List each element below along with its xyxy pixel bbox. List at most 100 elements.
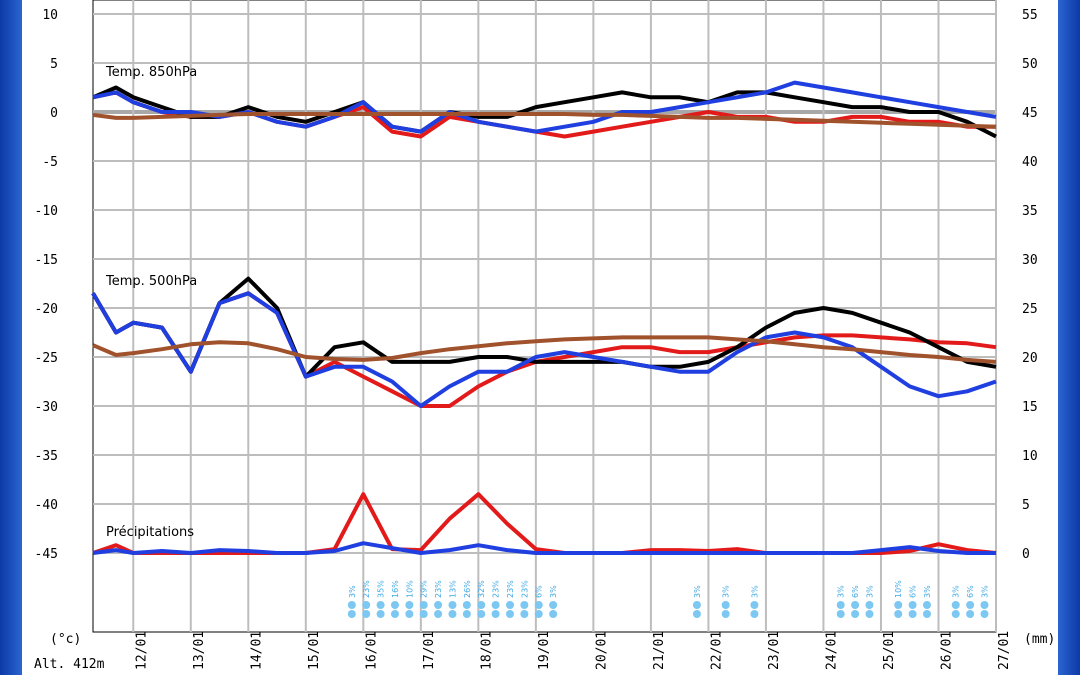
snowflake-icon [405,601,414,609]
snow-probability-label: 23% [434,580,443,598]
snowflake-icon [549,601,558,609]
snow-probability-label: 3% [837,585,846,598]
snowflake-icon [376,610,385,618]
x-date-label: 15/01 [307,631,322,670]
right-tick-label: 5 [1022,498,1030,513]
x-date-label: 23/01 [767,631,782,670]
snow-probability-label: 23% [506,580,515,598]
snow-probability-label: 23% [520,580,529,598]
x-date-label: 24/01 [824,631,839,670]
snow-probability-label: 6% [966,585,975,598]
snowflake-icon [922,610,931,618]
right-tick-label: 40 [1022,155,1038,170]
snow-probability-label: 3% [348,585,357,598]
snowflake-icon [434,601,443,609]
snowflake-icon [922,601,931,609]
snow-probability-label: 35% [377,580,386,598]
left-tick-label: -20 [35,302,58,317]
panel-title-850: Temp. 850hPa [105,65,197,80]
left-tick-label: -25 [35,351,58,366]
snowflake-icon [390,610,399,618]
snowflake-icon [534,601,543,609]
snowflake-icon [980,601,989,609]
x-date-label: 25/01 [882,631,897,670]
panel-title-precip: Précipitations [106,525,194,540]
right-tick-label: 15 [1022,400,1038,415]
snowflake-icon [951,610,960,618]
snowflake-icon [362,601,371,609]
snow-probability-label: 29% [420,580,429,598]
x-date-label: 17/01 [422,631,437,670]
snow-probability-label: 6% [909,585,918,598]
left-tick-label: 5 [50,57,58,72]
snow-probability-label: 6% [851,585,860,598]
left-tick-label: -45 [35,547,58,562]
x-date-label: 12/01 [134,631,149,670]
snowflake-icon [692,610,701,618]
x-date-label: 20/01 [594,631,609,670]
snowflake-icon [405,610,414,618]
snowflake-icon [865,601,874,609]
snowflake-icon [750,610,759,618]
snowflake-icon [894,610,903,618]
snow-probability-label: 10% [894,580,903,598]
left-tick-label: 0 [50,106,58,121]
snowflake-icon [549,610,558,618]
snowflake-icon [951,601,960,609]
left-tick-label: -40 [35,498,58,513]
snowflake-icon [477,610,486,618]
snowflake-icon [836,601,845,609]
series-line [92,112,997,129]
right-tick-label: 20 [1022,351,1038,366]
snowflake-icon [347,601,356,609]
snow-probability-label: 26% [463,580,472,598]
right-tick-label: 35 [1022,204,1038,219]
snowflake-icon [419,601,428,609]
snow-probability-label: 3% [750,585,759,598]
right-tick-label: 55 [1022,8,1038,23]
snowflake-icon [966,610,975,618]
snowflake-icon [534,610,543,618]
snowflake-icon [505,610,514,618]
left-tick-label: -35 [35,449,58,464]
snowflake-icon [448,610,457,618]
snowflake-icon [362,610,371,618]
snow-probability-label: 3% [923,585,932,598]
snowflake-icon [347,610,356,618]
snow-probability-label: 32% [477,580,486,598]
snowflake-icon [980,610,989,618]
snowflake-icon [491,610,500,618]
series-line [92,541,996,555]
right-tick-label: 25 [1022,302,1038,317]
right-axis-unit: (mm) [1024,632,1055,647]
snowflake-icon [908,610,917,618]
snow-probability-label: 23% [362,580,371,598]
x-date-label: 16/01 [364,631,379,670]
snowflake-icon [520,610,529,618]
x-date-label: 22/01 [709,631,724,670]
left-axis-ticks: 10 5 0 -5 -10 -15 -20 -25 -30 -35 -40 -45 [35,8,58,562]
x-date-label: 19/01 [537,631,552,670]
snow-probability-label: 3% [980,585,989,598]
left-axis-unit: (°c) [50,632,81,647]
x-date-label: 27/01 [997,631,1012,670]
x-date-label: 26/01 [939,631,954,670]
snowflake-icon [836,610,845,618]
series-line [91,276,997,379]
snowflake-icon [721,601,730,609]
left-tick-label: -10 [35,204,58,219]
snowflake-icon [894,601,903,609]
snowflake-icon [750,601,759,609]
snow-probability-label: 3% [549,585,558,598]
snowflake-icon [462,610,471,618]
x-date-label: 13/01 [192,631,207,670]
left-tick-label: -30 [35,400,58,415]
altitude-label: Alt. 412m [34,657,105,672]
series-lines [91,80,997,555]
snowflake-icon [851,610,860,618]
x-axis-date-labels: 12/01 13/01 14/01 15/01 16/01 17/01 18/01 19/01… [134,631,1012,670]
left-tick-label: -5 [42,155,58,170]
x-date-label: 14/01 [249,631,264,670]
snowflake-icon [462,601,471,609]
